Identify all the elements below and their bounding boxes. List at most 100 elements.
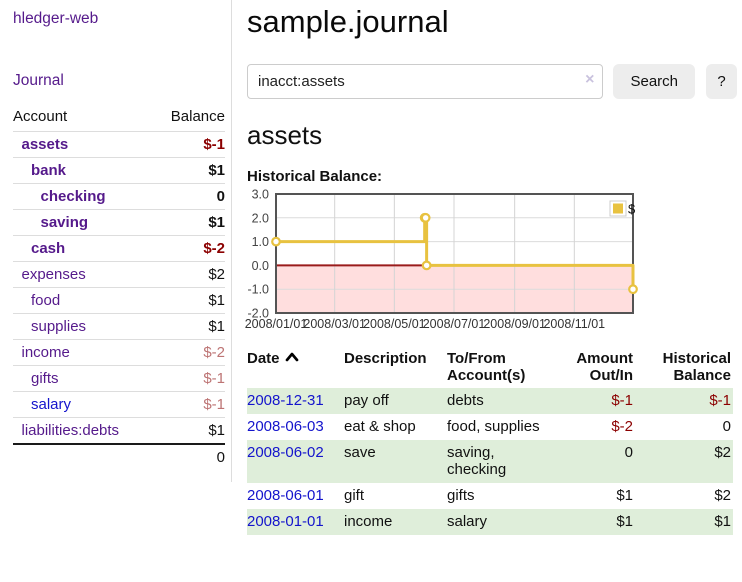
chart-border [275, 193, 634, 314]
transaction-amount: $1 [616, 487, 633, 504]
account-balance: $1 [208, 292, 225, 309]
account-balance: $-1 [203, 370, 225, 387]
help-button[interactable]: ? [706, 64, 737, 99]
account-link-gifts[interactable]: gifts [31, 370, 59, 387]
register-header-balance: Historical Balance [662, 350, 731, 384]
chart-data-marker [628, 284, 638, 295]
transaction-balance: $2 [714, 444, 731, 461]
register-row: 2008-06-02 save saving, checking 0 $2 [247, 440, 733, 483]
register-header-row: Date Description To/From Account(s) Amou… [247, 348, 733, 388]
transaction-date-link[interactable]: 2008-06-02 [247, 444, 324, 461]
account-row: expenses $2 [13, 261, 225, 288]
register-header-amount: Amount Out/In [576, 350, 633, 384]
chart-canvas: 3.0 2.0 1.0 0.0 -1.0 -2.02008/01/012008/03/01… [245, 188, 638, 331]
accounts-total-value: 0 [153, 443, 225, 470]
account-balance: 0 [216, 188, 225, 205]
register-header-date[interactable]: Date [247, 348, 344, 388]
chart-data-marker [271, 236, 281, 247]
register-table: Date Description To/From Account(s) Amou… [247, 348, 733, 535]
accounts-header-balance: Balance [170, 108, 225, 125]
chart-x-tick-label: 2008/01/01 [245, 317, 308, 331]
accounts-table: Account Balance assets $-1 bank $1 checking 0… [13, 105, 225, 470]
account-balance: $2 [208, 266, 225, 283]
account-link-saving[interactable]: saving [40, 214, 89, 231]
account-link-salary[interactable]: salary [31, 396, 72, 413]
account-link-assets[interactable]: assets [21, 136, 69, 153]
transaction-accounts: gifts [447, 487, 475, 504]
transaction-amount: $-2 [611, 418, 633, 435]
account-row: cash $-2 [13, 235, 225, 262]
account-balance: $1 [208, 318, 225, 335]
account-heading: assets [247, 120, 323, 150]
chart-x-tick-label: 2008/11/01 [543, 317, 605, 331]
search-input-wrap: × [247, 64, 604, 99]
account-link-checking[interactable]: checking [40, 188, 106, 205]
account-link-expenses[interactable]: expenses [21, 266, 86, 283]
account-balance: $-2 [203, 240, 225, 257]
register-row: 2008-01-01 income salary $1 $1 [247, 509, 733, 535]
account-link-supplies[interactable]: supplies [31, 318, 87, 335]
account-row: income $-2 [13, 339, 225, 366]
account-link-liabilities-debts[interactable]: liabilities:debts [21, 422, 120, 439]
register-row: 2008-12-31 pay off debts $-1 $-1 [247, 388, 733, 414]
transaction-accounts: food, supplies [447, 418, 540, 435]
chart-data-marker [421, 260, 432, 271]
sidebar: hledger-web Journal Account Balance asse… [0, 0, 232, 482]
account-balance: $-2 [203, 344, 225, 361]
account-link-income[interactable]: income [21, 344, 70, 361]
account-link-cash[interactable]: cash [31, 240, 66, 257]
transaction-balance: $2 [714, 487, 731, 504]
account-balance: $1 [208, 422, 225, 439]
main-content: sample.journal × Search ? assets Histori… [232, 0, 742, 535]
search-input[interactable] [247, 64, 604, 99]
chart-legend-swatch [613, 203, 623, 214]
transaction-date-link[interactable]: 2008-01-01 [247, 513, 324, 530]
account-link-food[interactable]: food [31, 292, 61, 309]
accounts-total-row: 0 [13, 443, 225, 470]
clear-search-icon[interactable]: × [585, 71, 595, 88]
account-row: bank $1 [13, 157, 225, 184]
nav-journal-link[interactable]: Journal [13, 72, 64, 89]
chart-y-tick-label: 2.0 [252, 211, 269, 225]
transaction-accounts: saving, checking [447, 444, 507, 478]
search-button[interactable]: Search [613, 64, 695, 99]
chart-x-tick-label: 2008/03/01 [303, 317, 366, 331]
chart-y-tick-label: 1.0 [252, 235, 269, 249]
chart-x-tick-label: 2008/05/01 [363, 317, 426, 331]
historical-balance-chart: 3.0 2.0 1.0 0.0 -1.0 -2.0 2008/01/01 2008/03/01… [245, 188, 737, 334]
accounts-header-account: Account [13, 108, 68, 125]
search-bar: × Search ? [247, 64, 737, 99]
chart-x-tick-label: 2008/09/01 [483, 317, 546, 331]
transaction-amount: $1 [616, 513, 633, 530]
register-row: 2008-06-03 eat & shop food, supplies $-2 0 [247, 414, 733, 440]
account-balance: $1 [208, 162, 225, 179]
transaction-balance: $-1 [709, 392, 731, 409]
transaction-date-link[interactable]: 2008-12-31 [247, 392, 324, 409]
account-row: assets $-1 [13, 131, 225, 158]
accounts-table-body: assets $-1 bank $1 checking 0 saving $1 cash $-2 e… [13, 131, 225, 470]
transaction-description: eat & shop [344, 418, 416, 435]
page-title: sample.journal [247, 4, 449, 39]
transaction-accounts: salary [447, 513, 488, 530]
account-row: checking 0 [13, 183, 225, 210]
account-link-bank[interactable]: bank [31, 162, 67, 179]
brand-link[interactable]: hledger-web [13, 10, 99, 27]
register-table-body: 2008-12-31 pay off debts $-1 $-1 2008-06-03 ea… [247, 388, 733, 535]
chart-title: Historical Balance: [247, 168, 383, 185]
account-balance: $1 [208, 214, 225, 231]
account-balance: $-1 [203, 396, 225, 413]
page: hledger-web Journal Account Balance asse… [0, 0, 742, 535]
account-row: salary $-1 [13, 391, 225, 418]
transaction-date-link[interactable]: 2008-06-01 [247, 487, 324, 504]
transaction-date-link[interactable]: 2008-06-03 [247, 418, 324, 435]
chart-x-tick-label: 2008/07/01 [423, 317, 486, 331]
accounts-header-row: Account Balance [13, 105, 225, 132]
chart-legend-label: $ [628, 202, 636, 217]
register-row: 2008-06-01 gift gifts $1 $2 [247, 483, 733, 509]
transaction-amount: $-1 [611, 392, 633, 409]
transaction-description: save [344, 444, 376, 461]
chart-y-tick-label: 3.0 [252, 188, 269, 202]
account-balance: $-1 [203, 136, 225, 153]
transaction-description: income [344, 513, 393, 530]
account-row: gifts $-1 [13, 365, 225, 392]
